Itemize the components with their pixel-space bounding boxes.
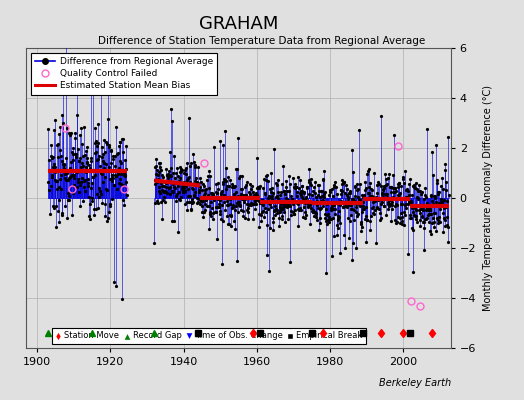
Text: Difference of Station Temperature Data from Regional Average: Difference of Station Temperature Data f… — [99, 36, 425, 46]
Text: Berkeley Earth: Berkeley Earth — [378, 378, 451, 388]
Title: GRAHAM: GRAHAM — [199, 14, 278, 32]
Y-axis label: Monthly Temperature Anomaly Difference (°C): Monthly Temperature Anomaly Difference (… — [483, 85, 493, 311]
Legend: Station Move, Record Gap, Time of Obs. Change, Empirical Break: Station Move, Record Gap, Time of Obs. C… — [52, 328, 366, 344]
